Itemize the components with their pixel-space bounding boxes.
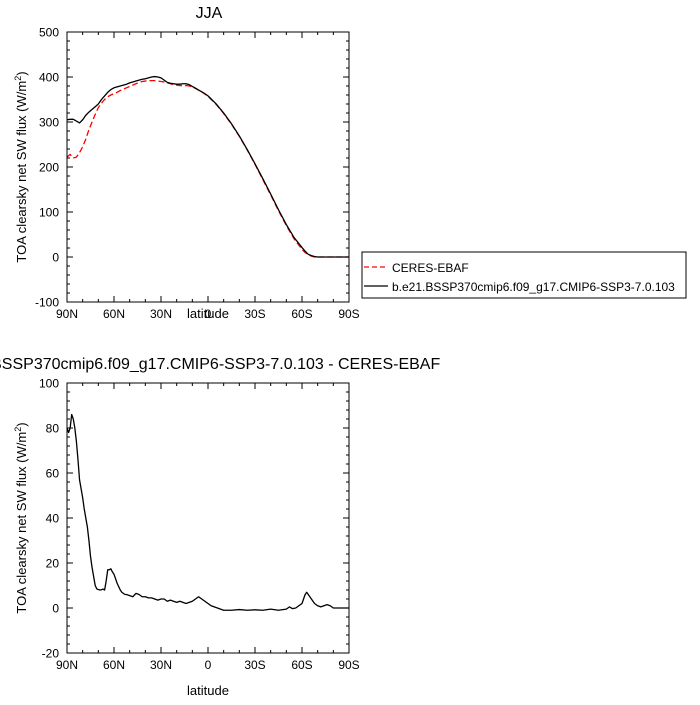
panel-top-xtick-label: 90N [56, 307, 78, 321]
panel-top-ytick-label: 400 [39, 71, 59, 85]
panel-top-axes: -100 0 100 200 300 400 500 90N 60N 30N 0 30S 60S 90S [35, 26, 360, 322]
panel-bottom-title: 1.BSSP370cmip6.f09_g17.CMIP6-SSP3-7.0.10… [0, 356, 440, 373]
legend-label-ceres: CERES-EBAF [392, 261, 469, 275]
panel-bottom-series-line-0 [66, 413, 349, 611]
panel-bottom-ytick-label: 80 [46, 422, 60, 436]
panel-bottom-ytick-label: 20 [46, 557, 60, 571]
legend-label-model: b.e21.BSSP370cmip6.f09_g17.CMIP6-SSP3-7.… [392, 280, 675, 294]
panel-bottom-xtick-label: 0 [205, 658, 212, 672]
panel-bottom-xtick-label: 30S [244, 658, 265, 672]
panel-bottom-ytick-label: 0 [52, 602, 59, 616]
panel-top-series-line-0 [66, 79, 349, 258]
panel-bottom-ytick-label: 40 [46, 512, 60, 526]
panel-top-legend: CERES-EBAF b.e21.BSSP370cmip6.f09_g17.CM… [361, 251, 687, 299]
panel-top-ylabel: TOA clearsky net SW flux (W/m2) [13, 71, 29, 262]
panel-bottom-frame [66, 382, 350, 654]
panel-bottom: 1.BSSP370cmip6.f09_g17.CMIP6-SSP3-7.0.10… [0, 356, 440, 698]
panel-top-xtick-label: 30S [244, 307, 265, 321]
panel-bottom-xtick-label: 60N [103, 658, 125, 672]
panel-bottom-xtick-label: 90S [338, 658, 359, 672]
panel-top-frame [66, 31, 350, 303]
panel-bottom-series [66, 413, 349, 611]
panel-bottom-xtick-label: 90N [56, 658, 78, 672]
panel-top-xtick-label: 0 [205, 307, 212, 321]
panel-bottom-xtick-label: 30N [150, 658, 172, 672]
panel-top-ytick-label: 200 [39, 161, 59, 175]
panel-bottom-ytick-label: 100 [39, 377, 59, 391]
panel-bottom-ytick-label: -20 [42, 647, 60, 661]
panel-top-ytick-label: 300 [39, 116, 59, 130]
panel-bottom-xlabel: latitude [187, 683, 229, 698]
panel-top-title: JJA [196, 5, 223, 22]
panel-top-xtick-label: 60N [103, 307, 125, 321]
panel-top-xtick-label: 60S [291, 307, 312, 321]
panel-top-ytick-label: -100 [35, 296, 59, 310]
panel-top-ytick-label: 500 [39, 26, 59, 40]
panel-top-xtick-label: 90S [338, 307, 359, 321]
legend-box [361, 251, 687, 299]
panel-top-xlabel: latitude [187, 306, 229, 321]
panel-top-ytick-label: 100 [39, 206, 59, 220]
panel-bottom-xtick-label: 60S [291, 658, 312, 672]
panel-top-series [66, 75, 349, 258]
panel-top: JJA -100 0 100 200 300 400 500 90N 60N 30N 0 30S 60S… [13, 5, 687, 322]
panel-top-xtick-label: 30N [150, 307, 172, 321]
panel-bottom-ylabel: TOA clearsky net SW flux (W/m2) [13, 422, 29, 613]
panel-top-series-line-1 [66, 75, 349, 258]
panel-top-ytick-label: 0 [52, 251, 59, 265]
panel-bottom-ytick-label: 60 [46, 467, 60, 481]
